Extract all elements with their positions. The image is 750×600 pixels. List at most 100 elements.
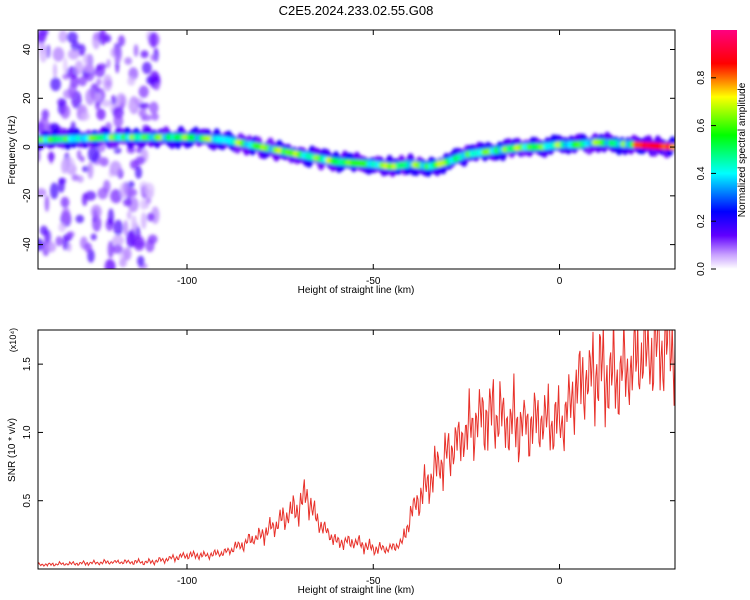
heat-cell — [117, 35, 126, 47]
heat-cell — [126, 230, 136, 248]
heat-cell — [151, 32, 156, 49]
x-tick-label: -50 — [366, 576, 381, 587]
heat-cell — [146, 212, 155, 222]
y-tick-label: -20 — [22, 188, 33, 203]
heat-cell — [140, 212, 147, 230]
heat-cell — [81, 192, 88, 207]
x-tick-label: -100 — [177, 576, 197, 587]
snr-y-multiplier: (x10⁴) — [8, 328, 18, 352]
heat-cell — [127, 76, 136, 86]
heat-cell — [75, 214, 85, 224]
heat-cell — [60, 196, 70, 208]
colorbar: 0.0 0.2 0.4 0.6 0.8 Normalized spectral ampl… — [696, 30, 748, 276]
spectrogram-x-ticks: -100 -50 0 — [177, 30, 563, 287]
heat-cell — [38, 149, 41, 162]
y-tick-label: 0 — [22, 144, 33, 150]
heat-cell — [58, 30, 68, 43]
snr-x-ticks: -100 -50 0 — [177, 330, 563, 587]
colorbar-tick-label: 0.8 — [696, 70, 707, 84]
x-tick-label: 0 — [557, 276, 563, 287]
heat-cell — [106, 58, 111, 69]
heat-cell — [94, 66, 106, 78]
heat-cell — [79, 155, 85, 163]
heat-cell — [87, 161, 94, 180]
heat-cell — [71, 174, 79, 182]
spectrogram-y-label: Frequency (Hz) — [7, 116, 18, 185]
heat-cell — [149, 101, 159, 115]
colorbar-tick-label: 0.6 — [696, 118, 707, 132]
colorbar-label: Normalized spectral amplitude — [737, 82, 748, 217]
heat-cell — [97, 187, 108, 200]
heat-cell — [82, 63, 95, 73]
heat-cell — [94, 92, 101, 105]
heat-cell — [142, 114, 152, 122]
colorbar-tick-label: 0.0 — [696, 262, 707, 276]
heat-cell — [55, 236, 63, 247]
snr-x-label: Height of straight line (km) — [298, 585, 415, 596]
heat-cell — [99, 157, 109, 167]
x-tick-label: -50 — [366, 276, 381, 287]
heat-cell — [109, 160, 122, 177]
heat-cell — [107, 240, 114, 259]
heat-cell — [52, 47, 65, 62]
snr-frame — [37, 329, 676, 570]
heat-cell — [96, 78, 102, 86]
heat-cell — [79, 112, 91, 121]
heat-cell — [68, 82, 77, 100]
heat-cell — [145, 239, 155, 253]
heat-cell — [84, 190, 97, 201]
heat-cell — [44, 229, 51, 245]
spectrogram-frame — [37, 29, 676, 270]
colorbar-tick-label: 0.2 — [696, 214, 707, 228]
heat-cell — [104, 258, 116, 269]
heat-cell — [90, 233, 97, 241]
heat-cell — [78, 50, 85, 57]
spectrogram-heat — [38, 30, 675, 269]
heat-cell — [140, 50, 149, 59]
heat-cell — [138, 102, 150, 109]
heat-cell — [61, 206, 71, 225]
heat-cell — [134, 166, 143, 179]
heat-cell — [63, 57, 68, 75]
heat-cell — [112, 235, 125, 246]
heat-cell — [92, 32, 101, 50]
heat-cell — [122, 247, 132, 261]
heat-cell — [74, 60, 84, 76]
heat-cell — [90, 204, 102, 219]
heat-cell — [136, 146, 143, 154]
heat-cell — [124, 57, 133, 65]
heat-cell — [150, 54, 157, 62]
heat-cell — [45, 241, 57, 253]
heat-blobs — [38, 30, 675, 269]
heat-cell — [70, 40, 80, 52]
y-tick-label: 1.0 — [22, 425, 33, 439]
heat-cell — [110, 95, 117, 106]
heat-cell — [138, 85, 149, 98]
heat-cell — [58, 177, 67, 184]
heat-cell — [57, 98, 67, 107]
heat-cell — [78, 76, 87, 87]
spectrogram-panel: -100 -50 0 -40 -20 0 20 40 Height of straight … — [7, 29, 676, 296]
heat-cell — [113, 113, 124, 128]
heat-cell — [84, 242, 93, 253]
heat-cell — [38, 188, 47, 197]
heat-cell — [146, 76, 153, 85]
y-tick-label: 1.5 — [22, 357, 33, 371]
spectrogram-y-ticks: -40 -20 0 20 40 — [22, 44, 675, 252]
heat-cell — [60, 104, 71, 119]
heat-cell — [50, 77, 61, 92]
heat-cell — [58, 222, 67, 233]
heat-cell — [135, 156, 145, 165]
heat-cell — [126, 210, 132, 220]
x-tick-label: -100 — [177, 276, 197, 287]
heat-cell — [133, 235, 145, 251]
heat-cell — [141, 61, 152, 75]
y-tick-label: 40 — [22, 44, 33, 56]
heat-cell — [49, 182, 59, 200]
colorbar-gradient — [711, 30, 737, 269]
heat-cell — [94, 101, 101, 111]
heat-cell — [110, 48, 115, 58]
snr-panel: -100 -50 0 0.5 1.0 1.5 Height of straight li… — [7, 328, 676, 596]
heat-cell — [38, 31, 47, 43]
heat-cell — [133, 44, 139, 57]
